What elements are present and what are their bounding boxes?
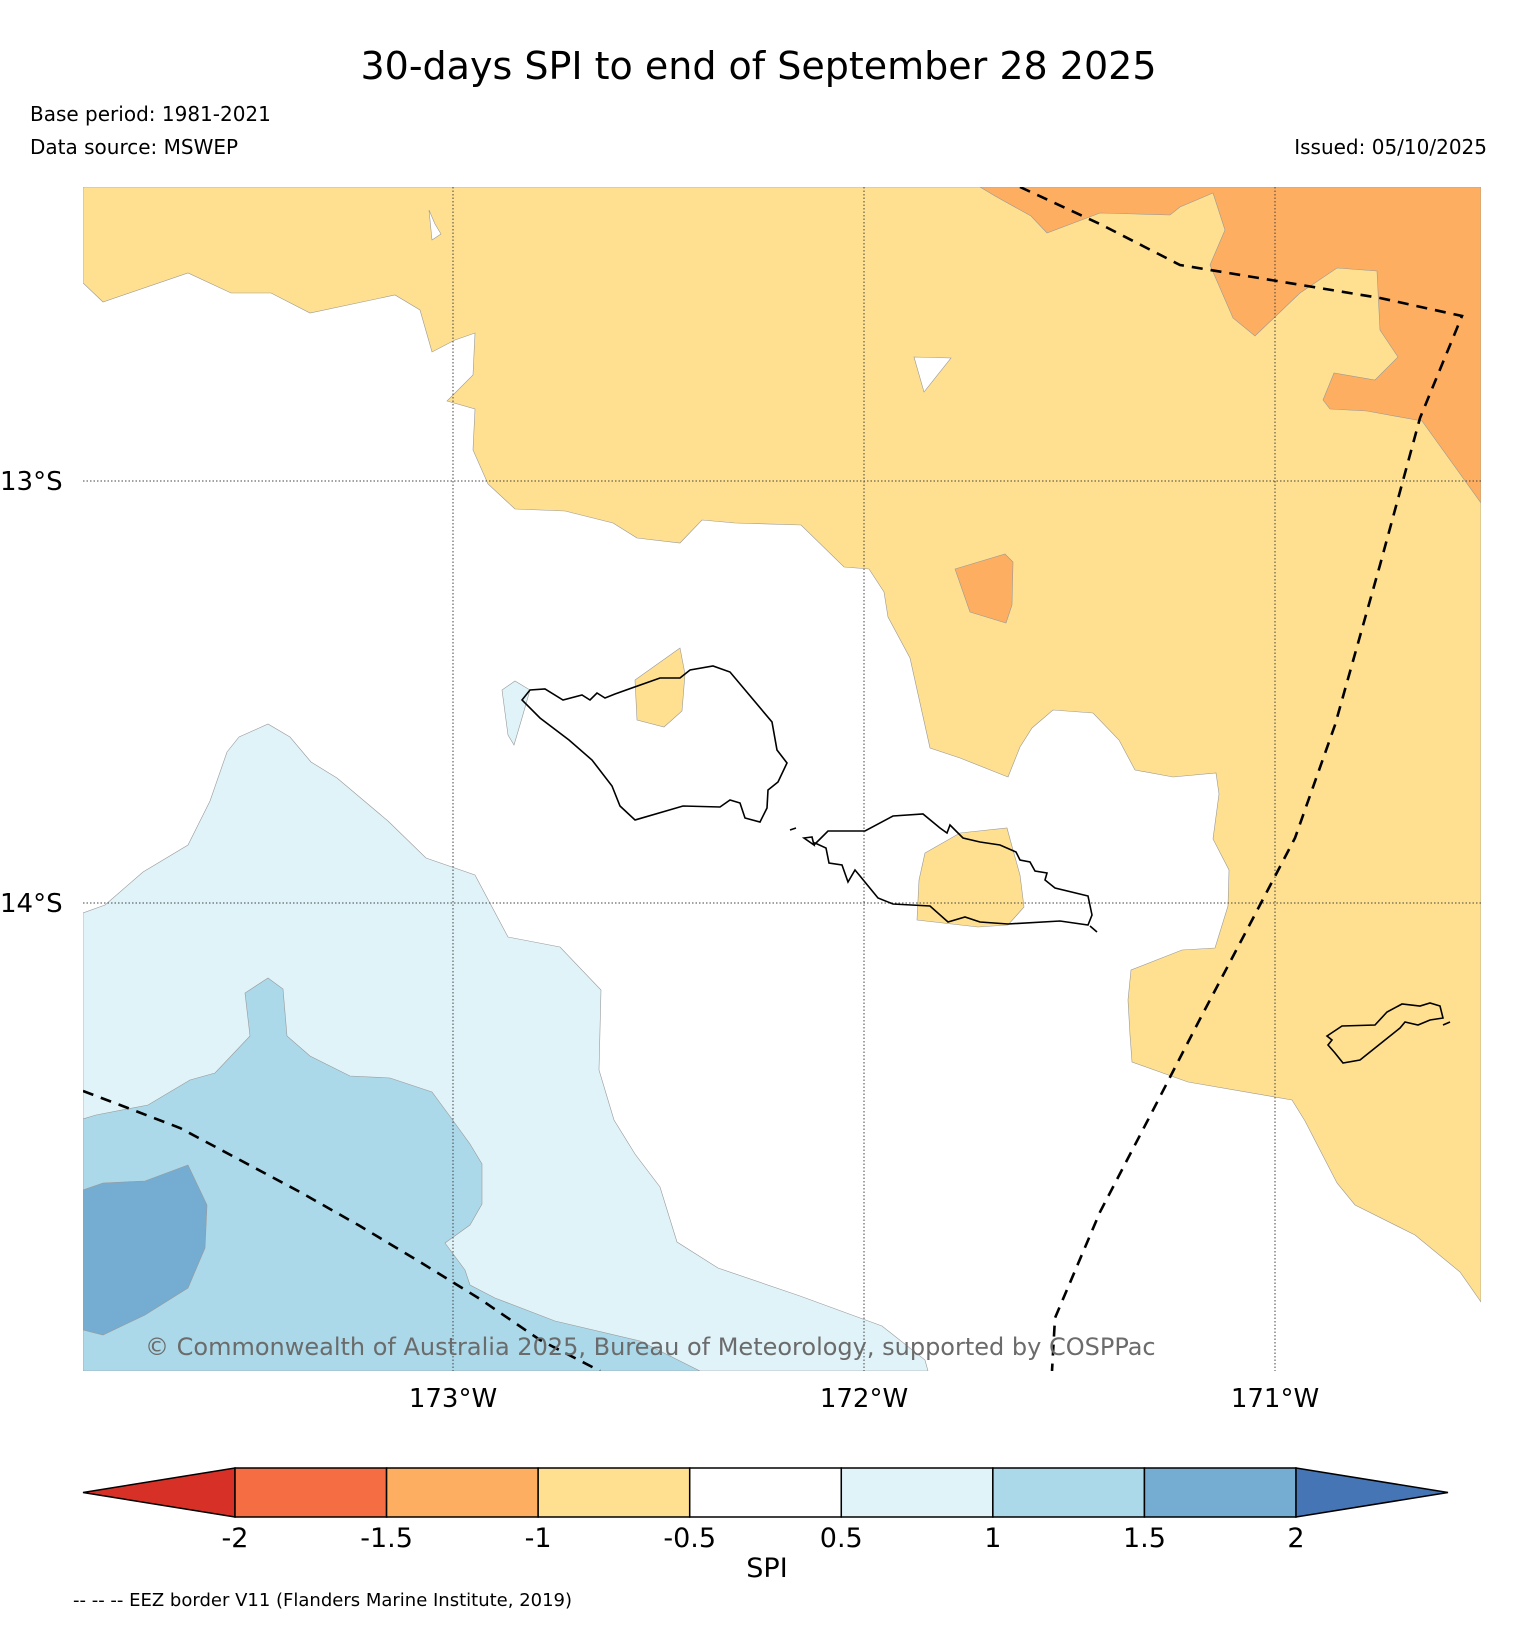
manono-islet — [801, 836, 816, 847]
colorbar-tick-label: -1 — [525, 1523, 552, 1554]
colorbar-tick-label: -1.5 — [360, 1523, 413, 1554]
colorbar-tick-label: 0.5 — [820, 1523, 863, 1554]
spi-region-very-wet — [83, 1164, 208, 1336]
lon-label-171w: 171°W — [1231, 1384, 1319, 1414]
colorbar-cell — [234, 1467, 388, 1518]
lat-label-14s: 14°S — [0, 889, 63, 919]
spi-hole-north-1 — [428, 209, 442, 241]
map-title: 30-days SPI to end of September 28 2025 — [360, 44, 1157, 88]
colorbar-tick-label: -2 — [222, 1523, 249, 1554]
aunuu-islet — [1442, 1021, 1451, 1026]
spi-region-moderate-dry-small — [954, 553, 1014, 624]
eez-border-southwest — [83, 1089, 601, 1371]
graticule — [83, 187, 1481, 1371]
colorbar-ticks: -2 -1.5 -1 -0.5 0.5 1 1.5 2 — [222, 1523, 1305, 1554]
colorbar: -2 -1.5 -1 -0.5 0.5 1 1.5 2 SPI — [82, 1467, 1449, 1584]
lon-label-172w: 172°W — [820, 1384, 908, 1414]
colorbar-tick-label: 1 — [984, 1523, 1001, 1554]
spi-region-moderate-wet — [83, 977, 701, 1371]
savaii-coastline — [520, 665, 788, 823]
spi-region-moderate-dry-ne — [979, 187, 1481, 504]
colorbar-tick-label: 1.5 — [1123, 1523, 1166, 1554]
eez-border-northeast — [1019, 187, 1464, 1371]
apolima-islet — [789, 827, 797, 831]
colorbar-cell — [1143, 1467, 1297, 1518]
colorbar-cell — [992, 1467, 1146, 1518]
spi-hole-north-2 — [913, 356, 952, 393]
copyright-notice: © Commonwealth of Australia 2025, Bureau… — [145, 1333, 1156, 1361]
colorbar-cell — [537, 1467, 691, 1518]
spi-region-dry-north — [83, 187, 1481, 1303]
issued-date: Issued: 05/10/2025 — [1294, 135, 1487, 159]
colorbar-extension-high — [1295, 1467, 1449, 1518]
tutuila-coastline — [1325, 1002, 1444, 1064]
map-area: © Commonwealth of Australia 2025, Bureau… — [83, 187, 1481, 1371]
colorbar-extension-low — [82, 1467, 236, 1518]
lat-label-13s: 13°S — [0, 467, 63, 497]
eez-borders — [83, 187, 1464, 1371]
lon-label-173w: 173°W — [409, 1384, 497, 1414]
upolu-east-tip — [1089, 925, 1098, 933]
spi-region-wet-small — [501, 680, 531, 746]
colorbar-tick-label: 2 — [1287, 1523, 1304, 1554]
colorbar-label: SPI — [746, 1553, 787, 1584]
colorbar-cell — [840, 1467, 994, 1518]
spi-region-dry-upolu — [916, 827, 1025, 928]
colorbar-cell — [688, 1467, 843, 1518]
colorbar-cell — [385, 1467, 539, 1518]
upolu-coastline — [814, 813, 1093, 926]
data-source: Data source: MSWEP — [30, 135, 239, 159]
colorbar-cells — [82, 1467, 1449, 1518]
eez-footnote: -- -- -- EEZ border V11 (Flanders Marine… — [73, 1590, 573, 1611]
base-period: Base period: 1981-2021 — [30, 102, 271, 126]
colorbar-tick-label: -0.5 — [663, 1523, 716, 1554]
